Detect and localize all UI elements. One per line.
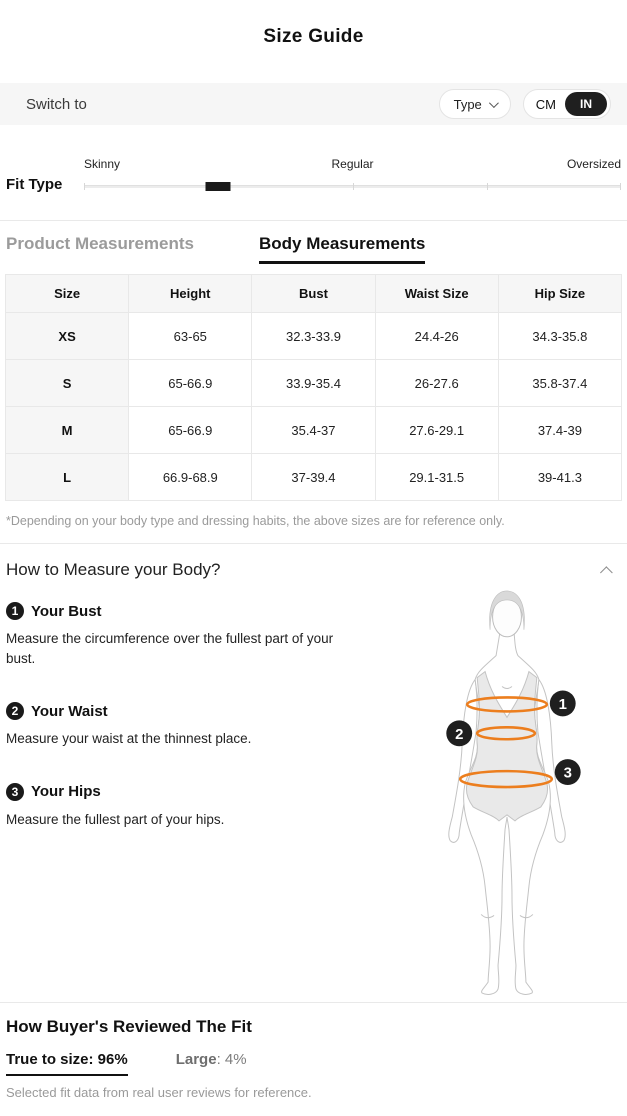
figure-badge-1: 1 <box>549 690 576 717</box>
page-title: Size Guide <box>263 26 364 47</box>
tab-product-measurements[interactable]: Product Measurements <box>6 234 194 253</box>
fit-option-skinny: Skinny <box>84 157 121 171</box>
number-badge-1: 1 <box>6 602 24 620</box>
measure-item-hips: 3 Your Hips Measure the fullest part of … <box>6 782 394 830</box>
cell-hip: 34.3-35.8 <box>497 312 623 360</box>
cell-hip: 37.4-39 <box>497 406 623 454</box>
col-header-size: Size <box>4 274 130 313</box>
body-figure: 1 2 3 <box>394 586 621 1002</box>
type-dropdown-label: Type <box>453 96 482 112</box>
bust-measure-line <box>465 696 548 713</box>
fit-type-section: Fit Type Skinny Regular Oversized <box>0 157 627 195</box>
cell-waist: 26-27.6 <box>374 359 499 407</box>
fit-option-regular: Regular <box>331 157 374 171</box>
fit-type-label: Fit Type <box>6 176 63 193</box>
divider <box>0 543 627 544</box>
number-badge-3: 3 <box>6 782 24 801</box>
review-section-title: How Buyer's Reviewed The Fit <box>6 1017 252 1036</box>
cell-height: 65-66.9 <box>128 406 253 454</box>
measure-section-title: How to Measure your Body? <box>6 560 221 579</box>
slider-tick <box>84 183 85 190</box>
table-row: M 65-66.9 35.4-37 27.6-29.1 37.4-39 <box>4 406 623 454</box>
large-stat: Large: 4% <box>176 1051 247 1068</box>
cell-waist: 27.6-29.1 <box>374 406 499 454</box>
figure-badge-2: 2 <box>445 720 472 747</box>
cell-hip: 35.8-37.4 <box>497 359 623 407</box>
measurement-tabs: Product Measurements Body Measurements <box>0 234 627 264</box>
measure-item-bust: 1 Your Bust Measure the circumference ov… <box>6 602 394 668</box>
switch-to-bar: Switch to Type CM IN <box>0 83 627 125</box>
slider-handle[interactable] <box>205 182 231 191</box>
table-footnote: *Depending on your body type and dressin… <box>6 514 505 528</box>
svg-text:1: 1 <box>558 696 566 713</box>
table-header-row: Size Height Bust Waist Size Hip Size <box>4 274 623 313</box>
cell-waist: 29.1-31.5 <box>374 453 499 501</box>
cell-height: 66.9-68.9 <box>128 453 253 501</box>
cell-size: M <box>4 406 130 454</box>
measure-section-header[interactable]: How to Measure your Body? <box>0 560 627 580</box>
slider-tick <box>486 183 488 190</box>
chevron-up-icon <box>600 565 613 579</box>
svg-text:2: 2 <box>455 726 463 743</box>
cell-hip: 39-41.3 <box>497 453 623 501</box>
cell-size: S <box>4 359 130 407</box>
true-to-size-stat: True to size: 96% <box>6 1051 128 1076</box>
review-footnote: Selected fit data from real user reviews… <box>6 1085 312 1100</box>
col-header-waist: Waist Size <box>374 274 499 313</box>
unit-option-cm[interactable]: CM <box>535 96 556 112</box>
cell-bust: 33.9-35.4 <box>251 359 376 407</box>
measure-item-title: Your Bust <box>31 602 102 620</box>
fit-option-oversized: Oversized <box>566 157 621 171</box>
measure-section-body: 1 Your Bust Measure the circumference ov… <box>0 586 627 1002</box>
large-stat-label: Large <box>175 1051 217 1068</box>
divider <box>0 1002 627 1003</box>
review-stats: True to size: 96% Large: 4% <box>0 1051 627 1076</box>
number-badge-2: 2 <box>6 702 24 721</box>
slider-tick <box>352 183 354 190</box>
svg-text:3: 3 <box>563 765 571 782</box>
switch-to-label: Switch to <box>26 95 87 113</box>
measure-item-description: Measure your waist at the thinnest place… <box>6 731 252 747</box>
hip-measure-line <box>458 769 553 789</box>
table-row: L 66.9-68.9 37-39.4 29.1-31.5 39-41.3 <box>4 453 623 501</box>
slider-tick <box>620 183 621 190</box>
col-header-height: Height <box>128 274 253 313</box>
measure-list: 1 Your Bust Measure the circumference ov… <box>6 586 394 1002</box>
tab-body-measurements[interactable]: Body Measurements <box>259 234 426 264</box>
fit-type-slider[interactable]: Skinny Regular Oversized <box>84 157 621 195</box>
col-header-bust: Bust <box>251 274 376 313</box>
cell-size: L <box>4 453 130 501</box>
measure-item-description: Measure the fullest part of your hips. <box>6 811 225 827</box>
col-header-hip: Hip Size <box>497 274 623 313</box>
measure-item-description: Measure the circumference over the fulle… <box>6 631 334 666</box>
cell-bust: 35.4-37 <box>251 406 376 454</box>
cell-bust: 37-39.4 <box>251 453 376 501</box>
table-row: S 65-66.9 33.9-35.4 26-27.6 35.8-37.4 <box>4 359 623 407</box>
unit-toggle[interactable]: CM IN <box>522 89 611 119</box>
cell-height: 63-65 <box>128 312 253 360</box>
waist-measure-line <box>475 726 536 741</box>
table-row: XS 63-65 32.3-33.9 24.4-26 34.3-35.8 <box>4 312 623 360</box>
type-dropdown[interactable]: Type <box>438 89 511 119</box>
measure-item-waist: 2 Your Waist Measure your waist at the t… <box>6 702 394 749</box>
cell-bust: 32.3-33.9 <box>251 312 376 360</box>
figure-badge-3: 3 <box>554 759 581 786</box>
figure-hair <box>488 590 525 630</box>
cell-height: 65-66.9 <box>128 359 253 407</box>
chevron-down-icon <box>488 97 499 108</box>
divider <box>0 220 627 221</box>
figure-swimsuit <box>465 670 548 822</box>
cell-size: XS <box>4 312 130 360</box>
body-measurement-illustration: 1 2 3 <box>445 590 581 995</box>
measure-item-title: Your Hips <box>31 783 101 801</box>
cell-waist: 24.4-26 <box>374 312 499 360</box>
measure-item-title: Your Waist <box>31 702 108 720</box>
size-table: Size Height Bust Waist Size Hip Size XS … <box>4 274 623 501</box>
large-stat-value: : 4% <box>216 1051 247 1068</box>
unit-option-in[interactable]: IN <box>565 92 607 116</box>
